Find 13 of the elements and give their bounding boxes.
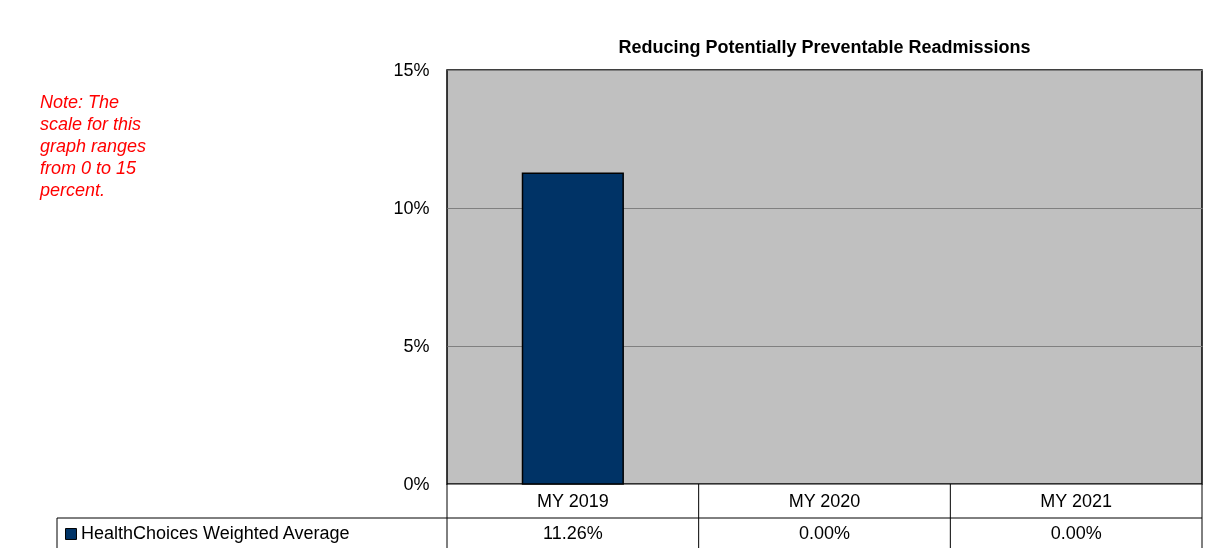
y-tick-label: 10% [393, 197, 430, 218]
x-tick-label: MY 2019 [536, 490, 609, 511]
y-tick-label: 15% [393, 59, 430, 80]
y-tick-label: 0% [403, 473, 430, 494]
data-label: 0.00% [798, 523, 851, 543]
y-tick-label: 5% [403, 335, 430, 356]
text: Note: The scale for this graph ranges from 0 to 15 percent. [39, 92, 147, 200]
chart-title: Reducing Potentially Preventable Readmissions [618, 37, 1031, 57]
legend-label: HealthChoices Weighted Average [81, 523, 350, 543]
x-tick-label: MY 2021 [1040, 490, 1113, 511]
data-label: 0.00% [1050, 523, 1102, 543]
x-tick-label: MY 2020 [788, 490, 861, 511]
data-label: 11.26% [542, 523, 603, 543]
